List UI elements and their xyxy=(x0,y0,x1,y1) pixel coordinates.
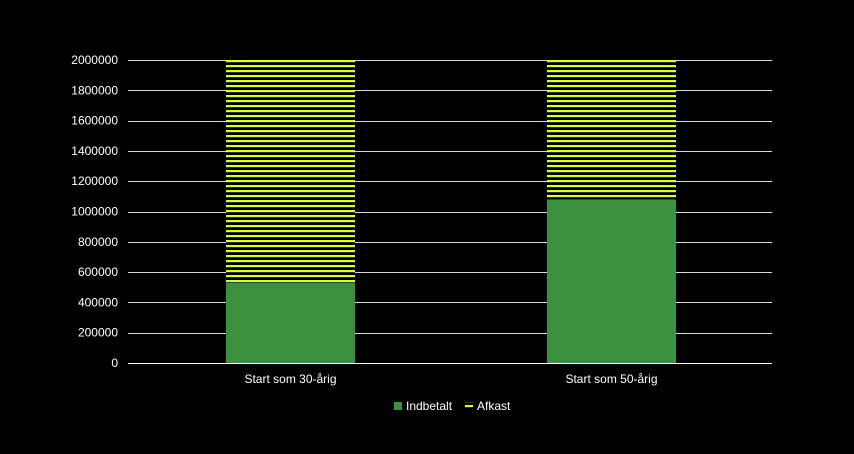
bars xyxy=(226,60,676,363)
y-tick-label-1000000: 1000000 xyxy=(71,205,118,219)
y-tick-label-2000000: 2000000 xyxy=(71,53,118,67)
y-tick-label-0: 0 xyxy=(111,356,118,370)
y-tick-label-200000: 200000 xyxy=(78,326,118,340)
x-category-label-1: Start som 30-årig xyxy=(244,372,336,386)
y-tick-label-600000: 600000 xyxy=(78,265,118,279)
bar-afkast-2 xyxy=(547,60,676,200)
x-axis-labels: Start som 30-årig Start som 50-årig xyxy=(244,372,657,386)
legend-label-indbetalt: Indbetalt xyxy=(406,399,453,413)
y-tick-label-1200000: 1200000 xyxy=(71,174,118,188)
legend: Indbetalt Afkast xyxy=(394,399,511,413)
legend-swatch-indbetalt xyxy=(394,402,402,410)
y-tick-label-1400000: 1400000 xyxy=(71,144,118,158)
bar-indbetalt-1 xyxy=(226,282,355,363)
x-category-label-2: Start som 50-årig xyxy=(565,372,657,386)
y-tick-label-1600000: 1600000 xyxy=(71,114,118,128)
bar-indbetalt-2 xyxy=(547,199,676,363)
y-tick-label-400000: 400000 xyxy=(78,295,118,309)
bar-afkast-1 xyxy=(226,60,355,283)
legend-label-afkast: Afkast xyxy=(477,399,511,413)
y-tick-label-800000: 800000 xyxy=(78,235,118,249)
y-tick-label-1800000: 1800000 xyxy=(71,83,118,97)
legend-swatch-afkast xyxy=(465,402,473,410)
y-axis-ticks: 0 200000 400000 600000 800000 1000000 1200000 1… xyxy=(71,53,118,370)
